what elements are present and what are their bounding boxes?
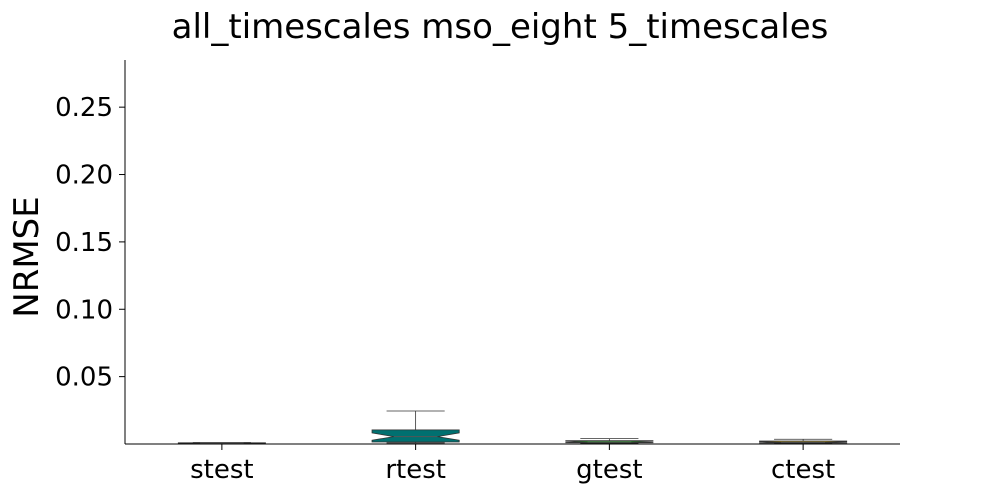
- y-tick-label: 0.20: [55, 161, 113, 191]
- chart-title: all_timescales mso_eight 5_timescales: [172, 7, 829, 47]
- x-tick-label: ctest: [771, 455, 835, 485]
- x-tick-label: rtest: [385, 455, 446, 485]
- x-tick-label: stest: [190, 455, 253, 485]
- y-tick-label: 0.25: [55, 93, 113, 123]
- plot-area: 0.05 0.10 0.15 0.20 0.25 stest rtest gtest ctest: [55, 93, 848, 485]
- box-body-rtest: [371, 429, 460, 443]
- y-tick-label: 0.15: [55, 228, 113, 258]
- y-tick-label: 0.05: [55, 363, 113, 393]
- y-axis-title: NRMSE: [7, 196, 47, 317]
- x-tick-label: gtest: [576, 455, 642, 485]
- y-tick-label: 0.10: [55, 295, 113, 325]
